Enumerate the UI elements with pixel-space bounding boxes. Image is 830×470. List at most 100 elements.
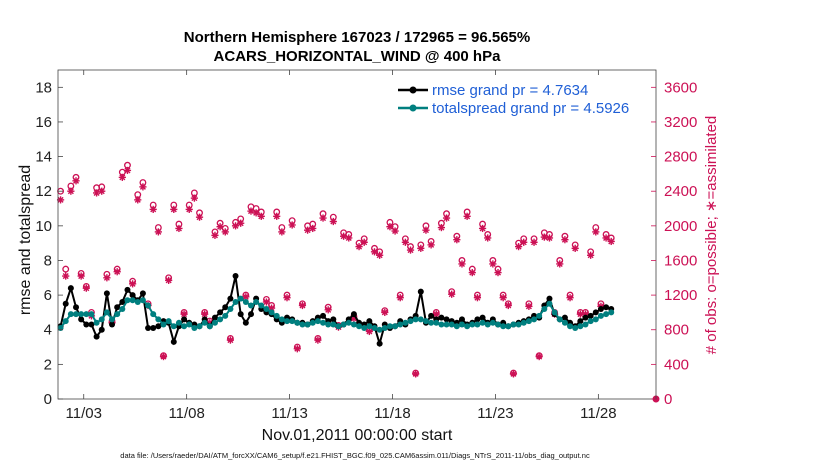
totalspread-point — [129, 297, 136, 304]
obs-assimilated-point — [509, 370, 518, 378]
totalspread-point — [417, 316, 424, 323]
obs-assimilated-point — [113, 268, 121, 276]
rmse-point — [417, 288, 424, 295]
totalspread-point — [186, 321, 193, 328]
y-right-tick-label: 3600 — [664, 79, 697, 96]
y-left-tick-label: 4 — [44, 322, 52, 339]
totalspread-point — [314, 318, 321, 325]
totalspread-point — [495, 321, 502, 328]
obs-assimilated-point — [386, 223, 394, 231]
totalspread-point — [114, 311, 121, 318]
totalspread-point — [603, 311, 610, 318]
y-right-tick-label: 1600 — [664, 252, 697, 269]
obs-assimilated-point — [494, 268, 502, 277]
obs-assimilated-point — [391, 227, 399, 235]
rmse-point — [577, 318, 584, 325]
rmse-point — [474, 316, 481, 323]
totalspread-point — [366, 323, 373, 330]
totalspread-point — [78, 311, 85, 318]
totalspread-point — [335, 323, 342, 330]
obs-assimilated-point — [216, 223, 224, 231]
obs-assimilated-point — [556, 260, 564, 268]
totalspread-point — [412, 316, 419, 323]
obs-assimilated-point — [62, 272, 70, 280]
totalspread-point — [93, 319, 100, 326]
rmse-point — [561, 314, 568, 321]
totalspread-point — [479, 319, 486, 326]
totalspread-point — [546, 300, 553, 307]
totalspread-point — [561, 319, 568, 326]
totalspread-point — [263, 305, 270, 312]
plot-frame — [57, 69, 657, 400]
series-lines-layer — [57, 273, 615, 348]
y-left-tick-label: 18 — [35, 79, 52, 96]
rmse-point — [438, 314, 445, 321]
obs-assimilated-point — [293, 345, 301, 353]
chart-title-line2: ACARS_HORIZONTAL_WIND @ 400 hPa — [214, 48, 502, 65]
totalspread-point — [541, 305, 548, 312]
totalspread-point — [206, 323, 213, 330]
totalspread-point — [484, 321, 491, 328]
rmse-point — [443, 316, 450, 323]
totalspread-point — [577, 323, 584, 330]
obs-possible-point — [62, 265, 70, 273]
obs-assimilated-point — [180, 310, 188, 318]
obs-assimilated-point — [412, 370, 420, 378]
obs-assimilated-point — [484, 234, 492, 242]
y-right-tick-label: 2800 — [664, 149, 697, 166]
obs-assimilated-point — [129, 280, 137, 288]
obs-assimilated-point — [324, 306, 332, 314]
y-axis-left: 0 2 4 6 8 10 12 14 16 18 — [35, 79, 63, 408]
totalspread-point — [119, 305, 126, 312]
obs-assimilated-point — [442, 214, 451, 222]
obs-assimilated-point — [118, 173, 126, 181]
rmse-point — [150, 325, 157, 332]
y-right-tick-label: 800 — [664, 322, 689, 339]
totalspread-point — [181, 323, 188, 330]
x-axis: 11/03 11/08 11/13 11/18 11/23 11/28 — [66, 70, 617, 422]
rmse-point — [67, 285, 74, 292]
totalspread-point — [489, 319, 496, 326]
obs-assimilated-point — [370, 248, 379, 256]
rmse-point — [217, 309, 224, 316]
obs-assimilated-point — [602, 234, 610, 242]
y-left-tick-label: 12 — [35, 183, 52, 200]
obs-assimilated-point — [448, 290, 456, 298]
totalspread-point — [139, 297, 146, 304]
rmse-point — [170, 338, 177, 345]
totalspread-point — [453, 323, 460, 330]
y-left-tick-label: 0 — [44, 391, 52, 408]
obs-assimilated-point — [514, 243, 523, 251]
totalspread-point — [242, 299, 249, 306]
rmse-point — [428, 312, 435, 319]
rmse-point — [320, 312, 327, 319]
totalspread-point — [402, 319, 409, 326]
rmse-point — [376, 340, 383, 347]
totalspread-point — [536, 312, 543, 319]
obs-assimilated-point — [417, 244, 425, 252]
totalspread-point — [386, 323, 393, 330]
totalspread-point — [289, 318, 296, 325]
totalspread-point — [345, 319, 352, 326]
rmse-point — [587, 312, 594, 319]
totalspread-point — [103, 309, 110, 316]
totalspread-point — [474, 321, 481, 328]
obs-assimilated-point — [401, 238, 409, 246]
obs-assimilated-point — [185, 205, 193, 213]
obs-assimilated-point — [77, 272, 85, 280]
x-tick-label: 11/28 — [580, 405, 616, 422]
totalspread-point — [464, 323, 471, 330]
totalspread-point — [62, 318, 69, 325]
obs-assimilated-point — [422, 226, 430, 234]
legend-spread-marker — [409, 104, 417, 112]
rmse-point — [546, 295, 553, 302]
obs-assimilated-point — [540, 233, 548, 241]
totalspread-point — [551, 309, 558, 316]
totalspread-point — [83, 311, 90, 318]
obs-assimilated-point — [288, 221, 296, 229]
totalspread-point — [320, 319, 327, 326]
obs-assimilated-point — [360, 238, 368, 246]
totalspread-point — [67, 311, 74, 318]
obs-assimilated-point — [154, 228, 162, 236]
rmse-point — [145, 325, 152, 332]
